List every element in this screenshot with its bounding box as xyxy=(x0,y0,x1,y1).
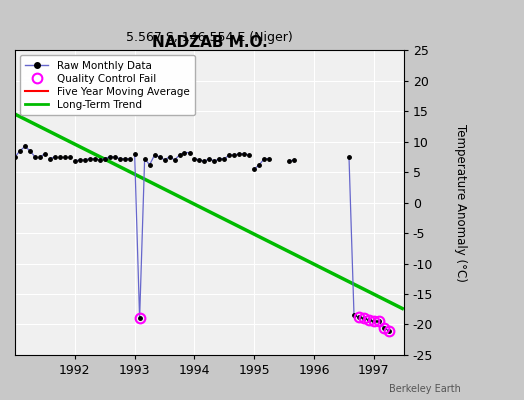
Text: Berkeley Earth: Berkeley Earth xyxy=(389,384,461,394)
Y-axis label: Temperature Anomaly (°C): Temperature Anomaly (°C) xyxy=(454,124,467,282)
Legend: Raw Monthly Data, Quality Control Fail, Five Year Moving Average, Long-Term Tren: Raw Monthly Data, Quality Control Fail, … xyxy=(20,55,194,115)
Title: NADZAB M.O.: NADZAB M.O. xyxy=(151,35,267,50)
Text: 5.567 S, 146.554 E (Niger): 5.567 S, 146.554 E (Niger) xyxy=(126,31,293,44)
